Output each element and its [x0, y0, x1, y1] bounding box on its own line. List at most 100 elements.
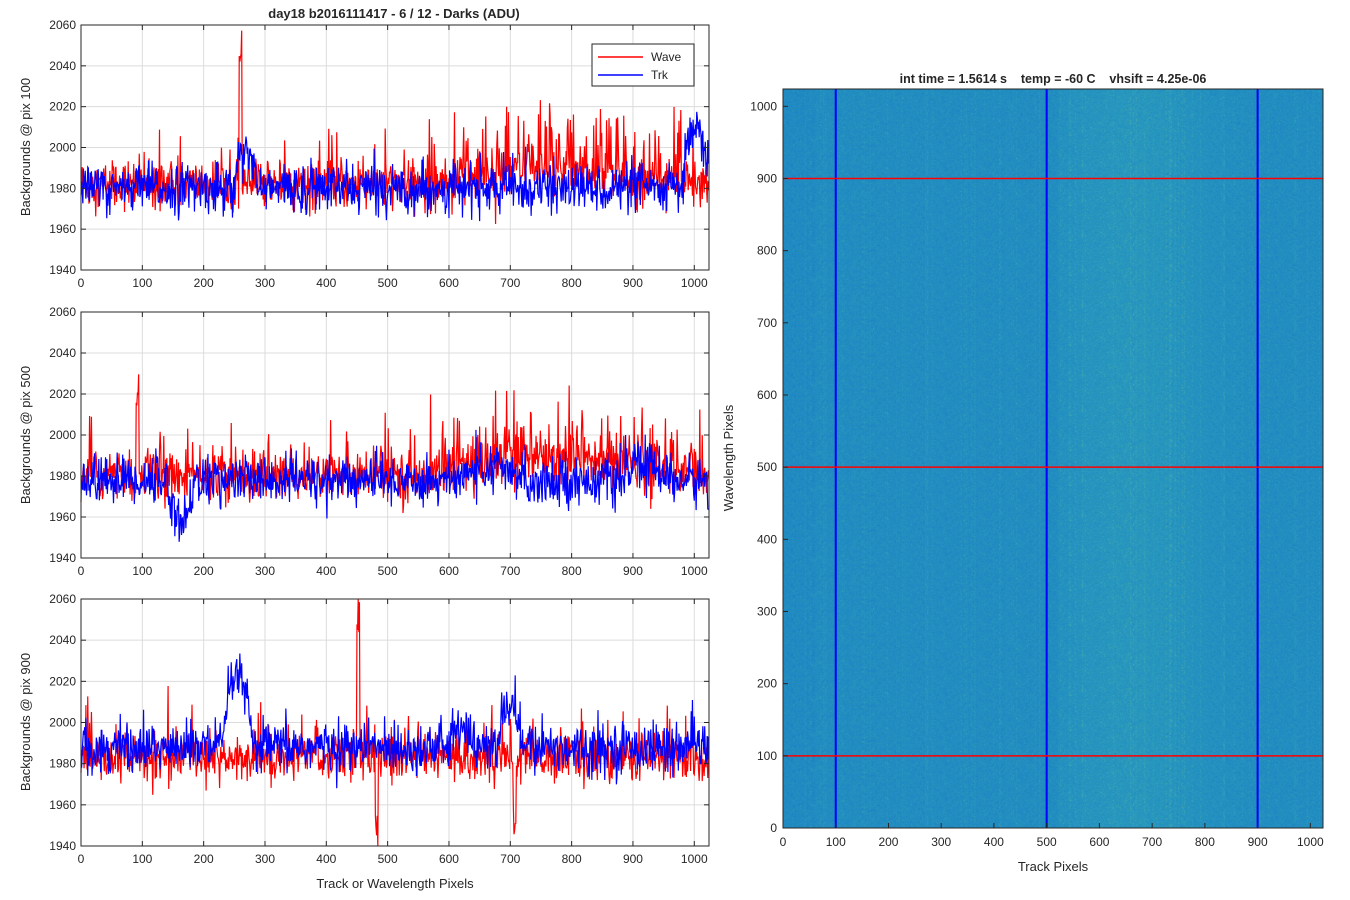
- x-tick-label: 100: [826, 835, 846, 849]
- tick-group: 0 100 200 300 400 500 600 700 800 900 1000 1940 1960…: [49, 18, 709, 290]
- series-group: [80, 374, 709, 542]
- x-tick-label: 800: [562, 276, 582, 290]
- x-tick-label: 700: [1142, 835, 1162, 849]
- tick-group: 0 100 200 300 400 500 600 700 800 900 1000 0 100 200 3…: [750, 99, 1324, 849]
- line-panel-pix-100: 0 100 200 300 400 500 600 700 800 900 1000 1940 1960…: [18, 18, 710, 290]
- x-tick-label: 200: [878, 835, 898, 849]
- x-tick-label: 0: [78, 852, 85, 866]
- series-line-trk: [80, 429, 709, 542]
- y-tick-label: 1940: [49, 551, 76, 565]
- x-tick-label: 900: [623, 276, 643, 290]
- marker-lines: [783, 89, 1323, 828]
- y-tick-label: 2000: [49, 716, 76, 730]
- x-tick-label: 300: [255, 276, 275, 290]
- y-tick-label: 0: [770, 821, 777, 835]
- x-tick-label: 1000: [1297, 835, 1324, 849]
- x-tick-label: 500: [378, 564, 398, 578]
- x-tick-label: 800: [562, 852, 582, 866]
- y-tick-label: 2060: [49, 592, 76, 606]
- heatmap-panel: int time = 1.5614 s temp = -60 C vhsift …: [721, 72, 1324, 874]
- y-tick-label: 100: [757, 749, 777, 763]
- series-group: [80, 30, 709, 225]
- x-tick-label: 500: [378, 852, 398, 866]
- x-tick-label: 1000: [681, 564, 708, 578]
- figure-title: day18 b2016111417 - 6 / 12 - Darks (ADU): [268, 6, 519, 21]
- x-tick-label: 400: [316, 276, 336, 290]
- y-tick-label: 2020: [49, 674, 76, 688]
- x-tick-label: 400: [316, 852, 336, 866]
- series-group: [80, 598, 709, 847]
- y-tick-label: 1940: [49, 263, 76, 277]
- x-tick-label: 600: [439, 564, 459, 578]
- y-axis-label: Backgrounds @ pix 900: [18, 653, 33, 791]
- legend-box: [591, 43, 695, 87]
- y-tick-label: 2040: [49, 59, 76, 73]
- x-tick-label: 0: [780, 835, 787, 849]
- x-tick-label: 100: [132, 852, 152, 866]
- x-tick-label: 100: [132, 276, 152, 290]
- x-tick-label: 900: [623, 852, 643, 866]
- y-tick-label: 900: [757, 171, 777, 185]
- x-tick-label: 500: [378, 276, 398, 290]
- x-tick-label: 300: [255, 564, 275, 578]
- y-tick-label: 2020: [49, 387, 76, 401]
- x-tick-label: 1000: [681, 276, 708, 290]
- x-tick-label: 200: [194, 564, 214, 578]
- heatmap-image: [783, 89, 1323, 828]
- heatmap-title: int time = 1.5614 s temp = -60 C vhsift …: [900, 72, 1207, 86]
- x-tick-label: 1000: [681, 852, 708, 866]
- y-tick-label: 1940: [49, 839, 76, 853]
- y-tick-label: 2040: [49, 346, 76, 360]
- x-axis-label: Track or Wavelength Pixels: [316, 876, 474, 891]
- tick-group: 0 100 200 300 400 500 600 700 800 900 1000 1940 1960…: [49, 592, 709, 866]
- x-tick-label: 0: [78, 276, 85, 290]
- x-tick-label: 300: [255, 852, 275, 866]
- x-tick-label: 400: [316, 564, 336, 578]
- x-tick-label: 700: [500, 852, 520, 866]
- y-axis-label: Wavelength Pixels: [721, 404, 736, 511]
- y-tick-label: 2020: [49, 100, 76, 114]
- legend: Wave Trk: [591, 43, 695, 87]
- y-tick-label: 2060: [49, 305, 76, 319]
- x-tick-label: 400: [984, 835, 1004, 849]
- y-tick-label: 1000: [750, 99, 777, 113]
- tick-group: 0 100 200 300 400 500 600 700 800 900 1000 1940 1960…: [49, 305, 709, 578]
- y-tick-label: 2000: [49, 428, 76, 442]
- y-tick-label: 2000: [49, 141, 76, 155]
- y-tick-label: 2040: [49, 633, 76, 647]
- y-tick-label: 1980: [49, 469, 76, 483]
- y-tick-label: 300: [757, 604, 777, 618]
- line-panel-pix-500: 0 100 200 300 400 500 600 700 800 900 1000 1940 1960…: [18, 305, 710, 578]
- x-tick-label: 600: [439, 852, 459, 866]
- y-tick-label: 600: [757, 388, 777, 402]
- legend-label-trk: Trk: [651, 68, 669, 82]
- x-tick-label: 200: [194, 852, 214, 866]
- x-tick-label: 800: [562, 564, 582, 578]
- y-tick-label: 700: [757, 316, 777, 330]
- series-line-wave: [80, 374, 709, 514]
- y-tick-label: 200: [757, 677, 777, 691]
- x-tick-label: 800: [1195, 835, 1215, 849]
- x-tick-label: 700: [500, 564, 520, 578]
- x-tick-label: 100: [132, 564, 152, 578]
- x-tick-label: 900: [1248, 835, 1268, 849]
- line-panel-pix-900: 0 100 200 300 400 500 600 700 800 900 1000 1940 1960…: [18, 592, 710, 891]
- y-tick-label: 1960: [49, 510, 76, 524]
- series-line-wave: [80, 30, 709, 225]
- y-tick-label: 2060: [49, 18, 76, 32]
- series-line-trk: [80, 653, 709, 789]
- series-line-trk: [80, 111, 709, 222]
- x-tick-label: 600: [439, 276, 459, 290]
- x-tick-label: 500: [1037, 835, 1057, 849]
- y-axis-label: Backgrounds @ pix 500: [18, 366, 33, 504]
- y-tick-label: 400: [757, 532, 777, 546]
- legend-label-wave: Wave: [651, 50, 682, 64]
- x-axis-label: Track Pixels: [1018, 859, 1089, 874]
- y-tick-label: 800: [757, 244, 777, 258]
- y-tick-label: 1960: [49, 798, 76, 812]
- y-tick-label: 1980: [49, 757, 76, 771]
- y-tick-label: 1960: [49, 222, 76, 236]
- y-tick-label: 1980: [49, 181, 76, 195]
- axes-box: [782, 88, 1324, 829]
- y-tick-label: 500: [757, 460, 777, 474]
